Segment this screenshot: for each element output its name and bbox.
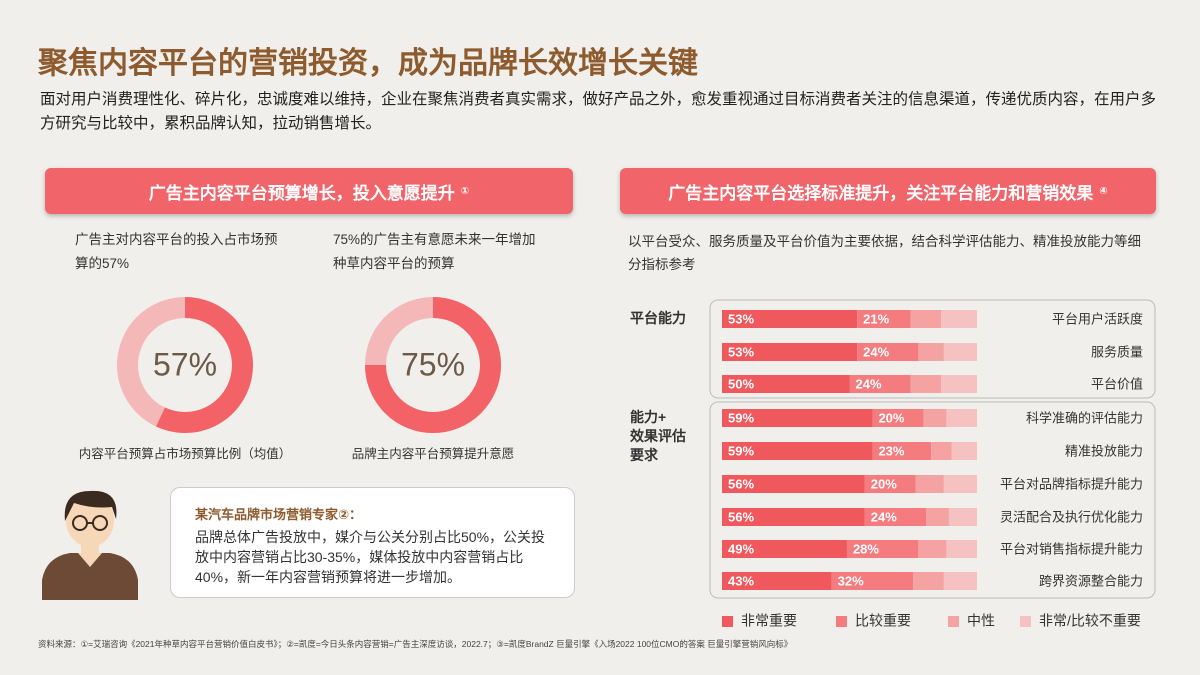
- bar-value-label: 53%: [728, 311, 754, 326]
- donut-note: 75%的广告主有意愿未来一年增加种草内容平台的预算: [333, 232, 536, 271]
- bar-value-label: 24%: [871, 509, 897, 524]
- bar-segment: [946, 540, 977, 558]
- bar-segment: [931, 442, 952, 460]
- heading-note: ④: [1099, 185, 1108, 197]
- bar-segment: [910, 310, 942, 328]
- category-label: 灵活配合及执行优化能力: [1000, 509, 1143, 524]
- bar-segment: [943, 475, 977, 493]
- bar-segment: [846, 540, 919, 558]
- legend-label: 非常重要: [741, 613, 797, 629]
- bar-segment: [857, 310, 911, 328]
- bar-value-label: 28%: [853, 541, 879, 556]
- category-label: 平台对品牌指标提升能力: [1000, 476, 1143, 491]
- donut-arc: [156, 297, 253, 433]
- group-label: 能力+ 效果评估 要求: [630, 409, 686, 463]
- bar-segment: [913, 572, 944, 590]
- description: 以平台受众、服务质量及平台价值为主要依据，结合科学评估能力、精准投放能力等细分指…: [628, 234, 1141, 272]
- bar-segment: [943, 572, 977, 590]
- group-box: [709, 299, 1156, 399]
- group-box: [709, 401, 1156, 599]
- bar-segment: [722, 540, 847, 558]
- legend-label: 比较重要: [855, 613, 911, 629]
- bar-value-label: 56%: [728, 509, 754, 524]
- legend-label: 中性: [967, 613, 995, 629]
- bar-value-label: 49%: [728, 541, 754, 556]
- expert-name: 某汽车品牌市场营销专家②：: [195, 507, 363, 522]
- left-heading: 广告主内容平台预算增长，投入意愿提升 ①: [45, 168, 573, 214]
- bar-value-label: 59%: [728, 410, 754, 425]
- subtitle: 面对用户消费理性化、碎片化，忠诚度难以维持，企业在聚焦消费者真实需求，做好产品之…: [40, 91, 1157, 132]
- bar-segment: [872, 409, 924, 427]
- bar-segment: [923, 409, 947, 427]
- expert-quote: 品牌总体广告投放中，媒介与公关分别占比50%，公关投放中内容营销占比30-35%…: [195, 529, 546, 585]
- donut-caption: 内容平台预算占市场预算比例（均值）: [78, 447, 292, 461]
- bar-value-label: 32%: [838, 573, 864, 588]
- bar-segment: [948, 508, 977, 526]
- legend-swatch: [1020, 616, 1031, 627]
- bar-segment: [918, 343, 944, 361]
- donut-note: 广告主对内容平台的投入占市场预算的57%: [75, 232, 278, 271]
- bar-value-label: 20%: [871, 476, 897, 491]
- legend-label: 非常/比较不重要: [1039, 613, 1141, 629]
- bar-segment: [857, 343, 919, 361]
- group-label: 平台能力: [630, 310, 686, 326]
- category-label: 精准投放能力: [1065, 443, 1143, 458]
- bar-segment: [849, 375, 911, 393]
- bar-segment: [722, 409, 873, 427]
- donut-label: 57%: [153, 346, 217, 382]
- donut-label: 75%: [401, 346, 465, 382]
- source: 资料来源：①=艾瑞咨询《2021年种草内容平台营销价值白皮书》；②=凯度=今日头…: [38, 639, 793, 649]
- bar-value-label: 24%: [856, 376, 882, 391]
- category-label: 科学准确的评估能力: [1026, 410, 1143, 425]
- bar-segment: [864, 508, 926, 526]
- bar-segment: [910, 375, 942, 393]
- category-label: 平台对销售指标提升能力: [1000, 541, 1143, 556]
- heading-text: 广告主内容平台预算增长，投入意愿提升: [148, 183, 455, 203]
- heading-note: ①: [460, 185, 470, 197]
- bar-segment: [864, 475, 916, 493]
- right-heading: 广告主内容平台选择标准提升，关注平台能力和营销效果 ④: [620, 168, 1156, 214]
- bar-segment: [941, 310, 977, 328]
- legend-swatch: [722, 616, 733, 627]
- bar-value-label: 56%: [728, 476, 754, 491]
- bar-segment: [722, 442, 873, 460]
- person-illustration: [42, 490, 138, 600]
- category-label: 服务质量: [1091, 344, 1143, 359]
- bar-segment: [926, 508, 949, 526]
- legend-swatch: [948, 616, 959, 627]
- bar-segment: [941, 375, 977, 393]
- bar-segment: [722, 343, 858, 361]
- bar-value-label: 21%: [863, 311, 889, 326]
- category-label: 平台用户活跃度: [1052, 311, 1143, 326]
- bar-segment: [722, 375, 850, 393]
- legend-swatch: [836, 616, 847, 627]
- bar-segment: [918, 540, 947, 558]
- bar-value-label: 53%: [728, 344, 754, 359]
- bar-value-label: 50%: [728, 376, 754, 391]
- bar-segment: [831, 572, 914, 590]
- bar-segment: [943, 343, 977, 361]
- bar-segment: [722, 572, 832, 590]
- bar-segment: [951, 442, 977, 460]
- bar-segment: [946, 409, 977, 427]
- quote-box: 某汽车品牌市场营销专家②： 品牌总体广告投放中，媒介与公关分别占比50%，公关投…: [170, 487, 575, 598]
- bar-value-label: 20%: [878, 410, 904, 425]
- bar-segment: [722, 310, 858, 328]
- title: 聚焦内容平台的营销投资，成为品牌长效增长关键: [38, 47, 698, 80]
- bar-segment: [722, 475, 865, 493]
- heading-text: 广告主内容平台选择标准提升，关注平台能力和营销效果: [668, 183, 1094, 203]
- bar-segment: [872, 442, 932, 460]
- category-label: 跨界资源整合能力: [1039, 573, 1143, 588]
- bar-value-label: 23%: [878, 443, 904, 458]
- bar-value-label: 43%: [728, 573, 754, 588]
- bar-segment: [915, 475, 944, 493]
- bar-segment: [722, 508, 865, 526]
- donut-arc: [365, 297, 501, 433]
- bar-value-label: 59%: [728, 443, 754, 458]
- bar-value-label: 24%: [863, 344, 889, 359]
- donut-caption: 品牌主内容平台预算提升意愿: [351, 447, 515, 461]
- category-label: 平台价值: [1091, 376, 1143, 391]
